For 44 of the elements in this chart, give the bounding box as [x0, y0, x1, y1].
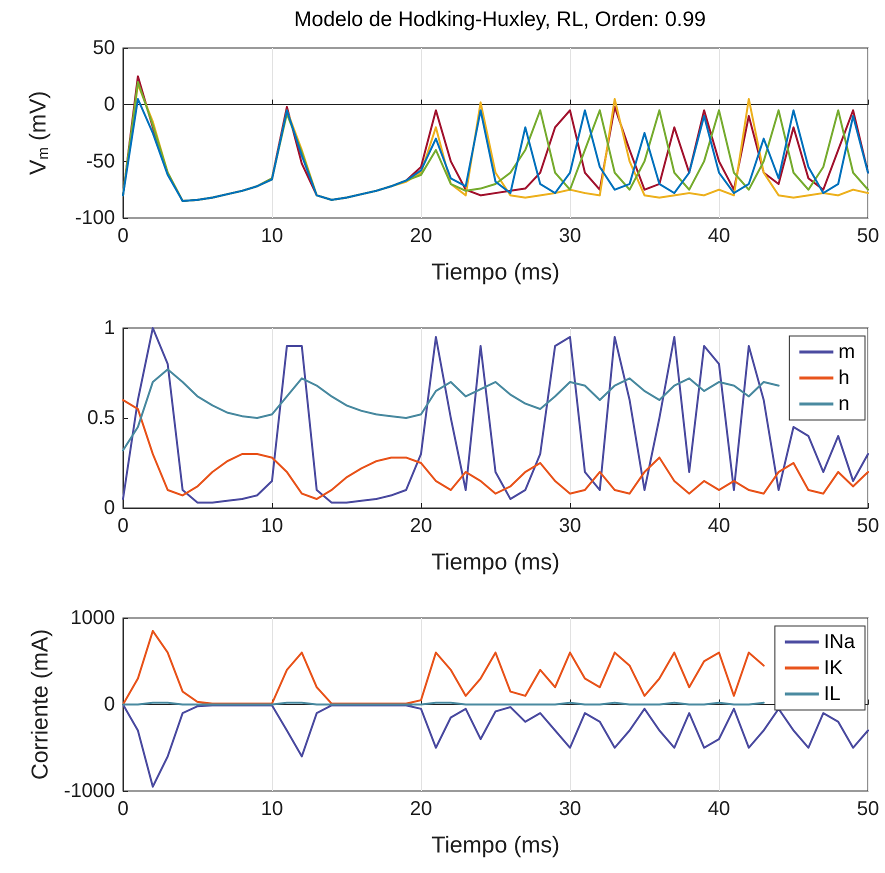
x-tick-label: 0	[117, 225, 129, 247]
x-axis-title: Tiempo (ms)	[431, 258, 560, 284]
x-tick-label: 20	[410, 225, 432, 247]
x-tick-label: 20	[410, 515, 432, 537]
x-tick-label: 30	[558, 515, 582, 537]
y-axis-title: Corriente (mA)	[26, 629, 52, 780]
line-series	[122, 399, 869, 500]
x-tick-label: 10	[260, 798, 284, 820]
legend-label: h	[838, 367, 850, 389]
x-tick-label: 40	[708, 225, 730, 247]
x-tick-label: 40	[708, 798, 730, 820]
x-tick-label: 10	[260, 225, 284, 247]
legend-label: m	[838, 341, 856, 363]
x-tick-label: 50	[856, 515, 880, 537]
y-tick-label: 50	[92, 37, 115, 59]
line-series	[122, 327, 869, 504]
line-series	[122, 368, 780, 452]
y-tick-label: 0	[104, 694, 115, 716]
x-tick-label: 10	[260, 515, 284, 537]
y-tick-label: 0	[104, 94, 115, 116]
x-axis-title: Tiempo (ms)	[431, 548, 560, 574]
y-axis-title: Vm (mV)	[24, 90, 52, 176]
x-axis-title: Tiempo (ms)	[431, 832, 560, 858]
x-tick-label: 30	[558, 798, 582, 820]
x-tick-label: 50	[856, 798, 880, 820]
chart-title: Modelo de Hodking-Huxley, RL, Orden: 0.99	[294, 8, 706, 31]
legend-label: IK	[824, 657, 844, 679]
y-tick-label: -100	[74, 207, 115, 229]
line-series	[122, 630, 765, 706]
y-tick-label: 1	[104, 317, 115, 339]
y-tick-label: 0	[104, 497, 115, 519]
legend-label: IL	[824, 683, 841, 705]
y-tick-label: -1000	[64, 780, 115, 802]
x-tick-label: 50	[856, 225, 880, 247]
x-tick-label: 40	[708, 515, 730, 537]
x-tick-label: 0	[117, 798, 129, 820]
x-tick-label: 20	[410, 798, 432, 820]
y-tick-label: -50	[86, 150, 115, 172]
legend-label: n	[838, 393, 850, 415]
y-tick-label: 1000	[70, 607, 115, 629]
x-tick-label: 0	[117, 515, 129, 537]
x-tick-label: 30	[558, 225, 582, 247]
y-tick-label: 0.5	[87, 407, 115, 429]
legend-label: INa	[824, 631, 856, 653]
